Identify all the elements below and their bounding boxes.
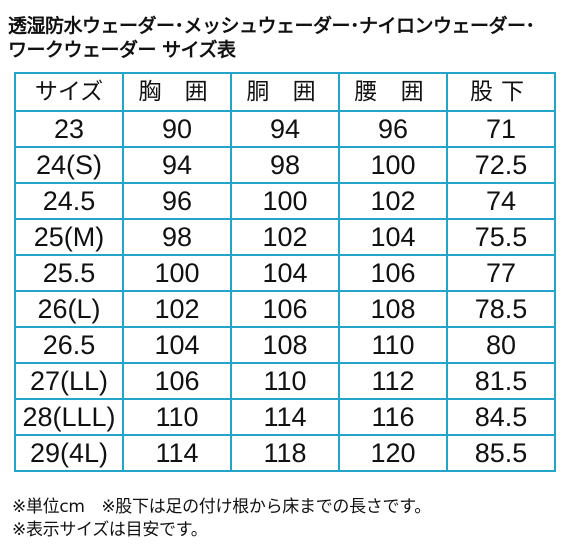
cell-inseam: 84.5 <box>446 398 556 436</box>
cell-waist: 110 <box>230 362 340 400</box>
cell-inseam: 74 <box>446 182 556 220</box>
cell-waist: 100 <box>230 182 340 220</box>
cell-waist: 106 <box>230 290 340 328</box>
cell-hip: 100 <box>338 146 448 184</box>
cell-size: 26(L) <box>14 290 124 328</box>
cell-size: 25.5 <box>14 254 124 292</box>
table-row: 24(S) 94 98 100 72.5 <box>14 146 556 184</box>
table-row: 23 90 94 96 71 <box>14 110 556 148</box>
cell-hip: 104 <box>338 218 448 256</box>
cell-chest: 98 <box>122 218 232 256</box>
cell-size: 24.5 <box>14 182 124 220</box>
cell-hip: 108 <box>338 290 448 328</box>
table-row: 28(LLL) 110 114 116 84.5 <box>14 398 556 436</box>
cell-hip: 102 <box>338 182 448 220</box>
table-row: 25.5 100 104 106 77 <box>14 254 556 292</box>
title-line-2: ワークウェーダー サイズ表 <box>8 39 236 61</box>
page-title: 透湿防水ウェーダー･メッシュウェーダー･ナイロンウェーダー･ ワークウェーダー … <box>8 14 560 62</box>
cell-waist: 98 <box>230 146 340 184</box>
table-row: 29(4L) 114 118 120 85.5 <box>14 434 556 472</box>
footnote-2: ※表示サイズは目安です。 <box>12 520 208 540</box>
cell-hip: 106 <box>338 254 448 292</box>
cell-hip: 120 <box>338 434 448 472</box>
cell-waist: 104 <box>230 254 340 292</box>
cell-hip: 116 <box>338 398 448 436</box>
title-line-1: 透湿防水ウェーダー･メッシュウェーダー･ナイロンウェーダー･ <box>8 15 535 37</box>
footnotes: ※単位cm ※股下は足の付け根から床までの長さです。 ※表示サイズは目安です。 <box>12 496 562 542</box>
cell-chest: 90 <box>122 110 232 148</box>
size-table-header: サイズ 胸 囲 胴 囲 腰 囲 股下 <box>14 72 556 112</box>
header-waist: 胴 囲 <box>230 72 340 112</box>
header-chest: 胸 囲 <box>122 72 232 112</box>
cell-size: 27(LL) <box>14 362 124 400</box>
cell-chest: 102 <box>122 290 232 328</box>
cell-inseam: 85.5 <box>446 434 556 472</box>
cell-inseam: 80 <box>446 326 556 364</box>
table-row: 25(M) 98 102 104 75.5 <box>14 218 556 256</box>
cell-chest: 104 <box>122 326 232 364</box>
header-inseam: 股下 <box>446 72 556 112</box>
cell-inseam: 78.5 <box>446 290 556 328</box>
header-row: サイズ 胸 囲 胴 囲 腰 囲 股下 <box>14 72 556 112</box>
cell-inseam: 81.5 <box>446 362 556 400</box>
cell-size: 24(S) <box>14 146 124 184</box>
cell-inseam: 72.5 <box>446 146 556 184</box>
table-row: 24.5 96 100 102 74 <box>14 182 556 220</box>
cell-inseam: 77 <box>446 254 556 292</box>
cell-waist: 108 <box>230 326 340 364</box>
cell-hip: 96 <box>338 110 448 148</box>
cell-inseam: 71 <box>446 110 556 148</box>
table-row: 27(LL) 106 110 112 81.5 <box>14 362 556 400</box>
cell-waist: 102 <box>230 218 340 256</box>
header-size: サイズ <box>14 72 124 112</box>
footnote-1: ※単位cm ※股下は足の付け根から床までの長さです。 <box>12 497 431 517</box>
cell-size: 26.5 <box>14 326 124 364</box>
cell-waist: 94 <box>230 110 340 148</box>
size-table-body: 23 90 94 96 71 24(S) 94 98 100 72.5 24.5 96 100 102 74… <box>14 110 556 472</box>
table-row: 26(L) 102 106 108 78.5 <box>14 290 556 328</box>
cell-size: 29(4L) <box>14 434 124 472</box>
cell-size: 28(LLL) <box>14 398 124 436</box>
cell-hip: 110 <box>338 326 448 364</box>
cell-size: 23 <box>14 110 124 148</box>
cell-waist: 114 <box>230 398 340 436</box>
cell-chest: 96 <box>122 182 232 220</box>
cell-size: 25(M) <box>14 218 124 256</box>
cell-chest: 100 <box>122 254 232 292</box>
cell-waist: 118 <box>230 434 340 472</box>
header-hip: 腰 囲 <box>338 72 448 112</box>
cell-chest: 114 <box>122 434 232 472</box>
cell-inseam: 75.5 <box>446 218 556 256</box>
cell-chest: 94 <box>122 146 232 184</box>
size-table: サイズ 胸 囲 胴 囲 腰 囲 股下 23 90 94 96 71 24(S) 94 98 10… <box>14 72 556 472</box>
table-row: 26.5 104 108 110 80 <box>14 326 556 364</box>
cell-chest: 106 <box>122 362 232 400</box>
cell-chest: 110 <box>122 398 232 436</box>
cell-hip: 112 <box>338 362 448 400</box>
